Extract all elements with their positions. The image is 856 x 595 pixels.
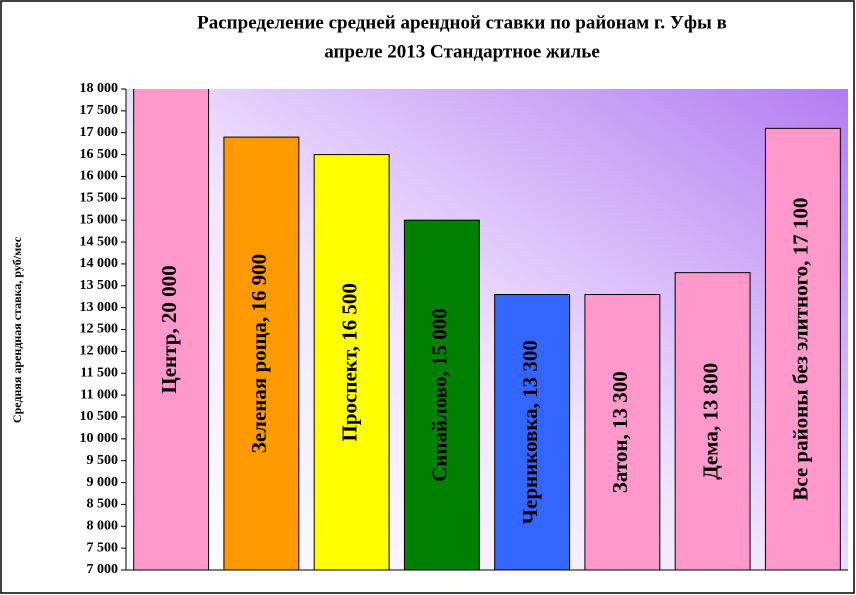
- y-tick-label: 17 500: [80, 103, 119, 118]
- y-tick-label: 18 000: [80, 81, 119, 96]
- data-label: Зеленая роща, 16 900: [247, 254, 271, 453]
- bar: [494, 294, 571, 570]
- y-tick-label: 13 000: [80, 300, 119, 315]
- y-tick-label: 8 500: [87, 497, 119, 512]
- y-tick-label: 17 000: [80, 125, 119, 140]
- y-tick-label: 9 000: [87, 475, 119, 490]
- y-tick-label: 12 000: [80, 344, 119, 359]
- y-tick-label: 9 500: [87, 453, 119, 468]
- data-label: Сипайлово, 15 000: [428, 308, 452, 482]
- y-tick-label: 11 500: [80, 365, 118, 380]
- bar: [674, 272, 751, 570]
- y-tick-label: 7 500: [87, 540, 119, 555]
- chart-title: апреле 2013 Стандартное жилье: [324, 41, 600, 62]
- y-tick-label: 8 000: [87, 518, 119, 533]
- data-label: Все районы без элитного, 17 100: [789, 198, 813, 501]
- data-label: Черниковка, 13 300: [518, 340, 542, 524]
- y-tick-label: 7 000: [87, 562, 119, 577]
- bar: [223, 136, 300, 570]
- y-tick-label: 16 000: [80, 169, 119, 184]
- y-tick-label: 10 500: [80, 409, 119, 424]
- data-label: Затон, 13 300: [608, 371, 632, 493]
- bar: [403, 219, 480, 570]
- y-tick-label: 13 500: [80, 278, 119, 293]
- y-tick-label: 16 500: [80, 147, 119, 162]
- y-tick-label: 15 500: [80, 191, 119, 206]
- y-tick-label: 12 500: [80, 322, 119, 337]
- y-tick-label: 14 500: [80, 234, 119, 249]
- bar: [313, 154, 390, 570]
- y-tick-label: 14 000: [80, 256, 119, 271]
- data-label: Дема, 13 800: [698, 363, 722, 480]
- chart-title: Распределение средней арендной ставки по…: [197, 12, 727, 33]
- y-axis-label: Средняя арендная ставка, руб/мес: [10, 236, 24, 423]
- y-tick-label: 10 000: [80, 431, 119, 446]
- data-label: Центр, 20 000: [157, 265, 181, 393]
- y-tick-label: 15 000: [80, 212, 119, 227]
- y-tick-label: 11 000: [80, 387, 118, 402]
- bar: [764, 127, 841, 570]
- data-label: Проспект, 16 500: [337, 283, 361, 441]
- bar: [584, 294, 661, 570]
